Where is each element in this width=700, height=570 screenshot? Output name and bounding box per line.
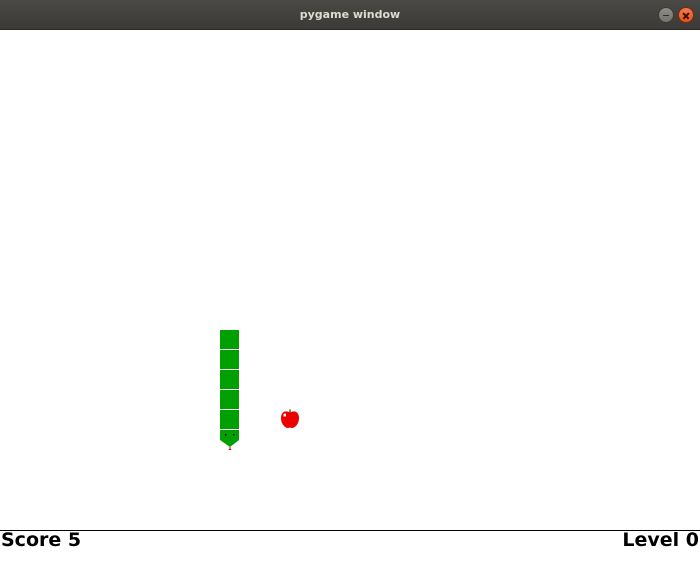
game-canvas[interactable]: Score 5 Level 0 [0, 30, 700, 570]
snake-body-segment [220, 390, 239, 409]
score-label: Score 5 [1, 529, 82, 551]
minimize-button[interactable] [658, 7, 674, 23]
snake-body-segment [220, 330, 239, 349]
snake-head [220, 430, 239, 450]
title-bar[interactable]: pygame window [0, 0, 700, 30]
snake-body-segment [220, 350, 239, 369]
window-title: pygame window [299, 8, 401, 21]
snake-body-segment [220, 410, 239, 429]
close-button[interactable] [678, 7, 694, 23]
hud-divider [0, 530, 700, 531]
snake-body-segment [220, 370, 239, 389]
apple-icon [281, 409, 299, 428]
level-label: Level 0 [622, 529, 699, 551]
